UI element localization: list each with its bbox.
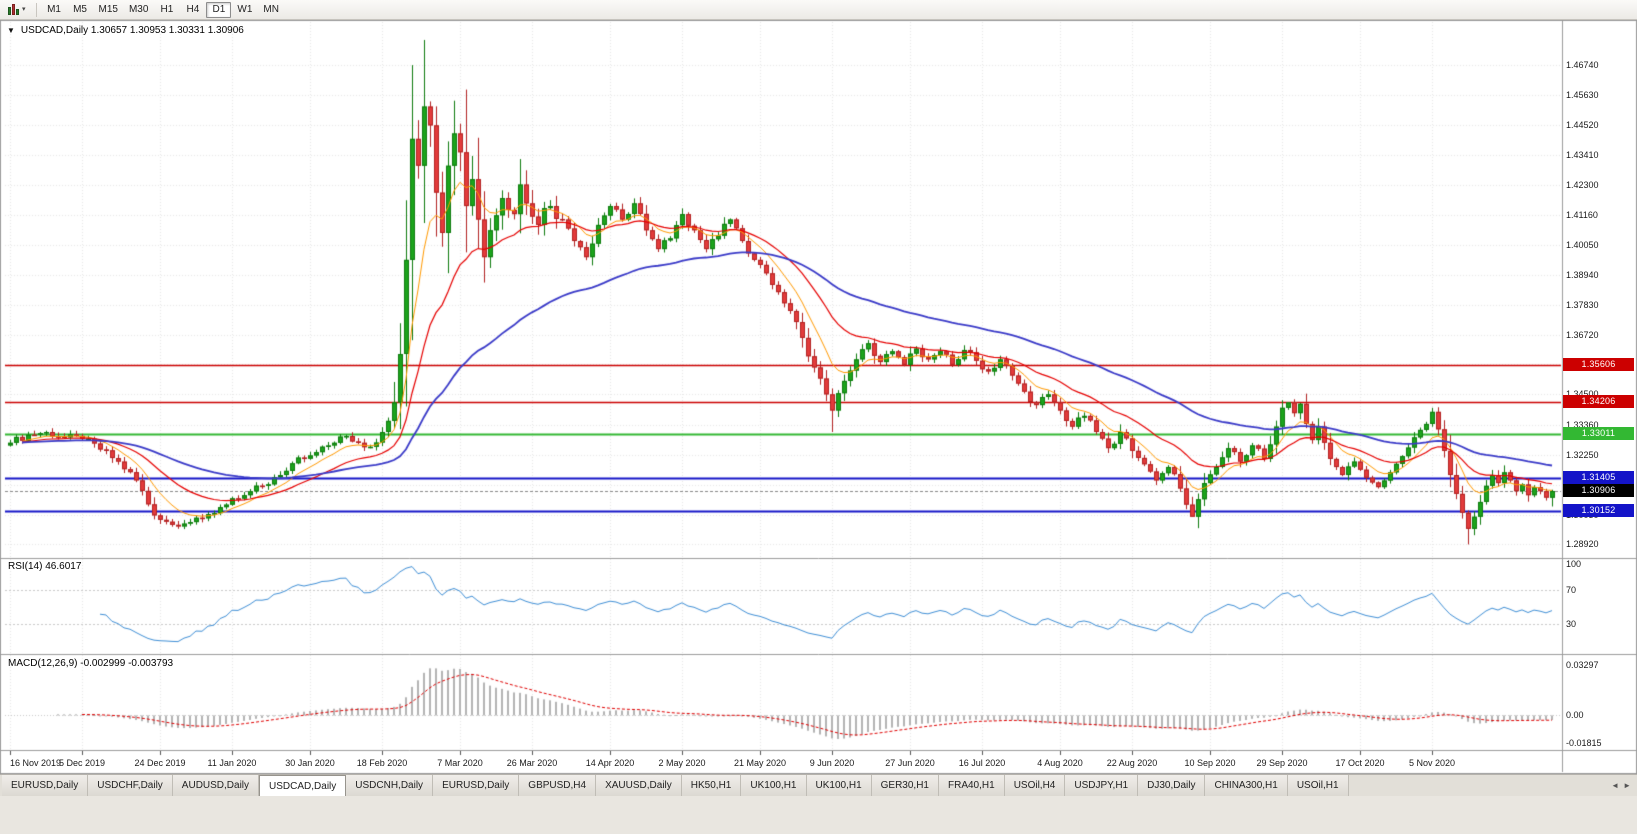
timeframe-button-w1[interactable]: W1 [237, 4, 253, 15]
tab-ger30-h1-11[interactable]: GER30,H1 [871, 775, 939, 796]
tab-usoil-h4-13[interactable]: USOil,H4 [1004, 775, 1066, 796]
chart-canvas[interactable] [0, 20, 1637, 774]
date-axis-label: 2 May 2020 [658, 758, 706, 768]
price-axis-label: 1.28920 [1566, 539, 1599, 549]
date-axis-label: 10 Sep 2020 [1184, 758, 1236, 768]
timeframe-button-d1[interactable]: D1 [206, 1, 232, 18]
level-price-badge: 1.33011 [1563, 427, 1634, 440]
chart-tab-bar: EURUSD,Daily USDCHF,Daily AUDUSD,Daily USDC… [0, 774, 1637, 796]
tab-uk100-h1-9[interactable]: UK100,H1 [741, 775, 807, 796]
price-axis-label: 1.34500 [1566, 389, 1599, 399]
pane-divider-rsi[interactable] [0, 556, 1637, 561]
tab-usdchf-daily-1[interactable]: USDCHF,Daily [88, 775, 173, 796]
macd-axis-label: -0.01815 [1566, 738, 1602, 748]
tab-dj30-daily-15[interactable]: DJ30,Daily [1138, 775, 1206, 796]
timeframe-button-h1[interactable]: H1 [160, 4, 174, 15]
price-axis-label: 1.33360 [1566, 420, 1599, 430]
tab-xauusd-daily-7[interactable]: XAUUSD,Daily [596, 775, 682, 796]
timeframe-button-group: M1 M5 M15 M30 H1 H4 D1 W1 MN [42, 1, 284, 18]
price-axis-label: 1.43410 [1566, 150, 1599, 160]
chart-title-bar: ▼ USDCAD,Daily 1.30657 1.30953 1.30331 1… [7, 25, 244, 36]
chevron-down-icon: ▾ [22, 6, 26, 13]
date-axis-label: 29 Sep 2020 [1256, 758, 1308, 768]
date-axis-label: 4 Aug 2020 [1037, 758, 1083, 768]
rsi-axis-label: 30 [1566, 619, 1577, 629]
rsi-indicator-label: RSI(14) 46.6017 [8, 561, 82, 572]
price-axis-label: 1.46740 [1566, 60, 1599, 70]
macd-indicator-label: MACD(12,26,9) -0.002999 -0.003793 [8, 658, 174, 669]
rsi-axis-label: 70 [1566, 585, 1577, 595]
tab-usoil-h1-17[interactable]: USOil,H1 [1287, 775, 1349, 796]
timeframe-button-m30[interactable]: M30 [128, 4, 149, 15]
price-axis-label: 1.37830 [1566, 300, 1599, 310]
candlestick-chart-icon [8, 4, 19, 15]
date-axis-label: 16 Jul 2020 [958, 758, 1006, 768]
tab-audusd-daily-2[interactable]: AUDUSD,Daily [172, 775, 260, 796]
macd-axis-label: 0.00 [1566, 710, 1584, 720]
chart-window: ▼ USDCAD,Daily 1.30657 1.30953 1.30331 1… [0, 20, 1637, 774]
toolbar-separator [35, 2, 37, 17]
current-price-badge: 1.30906 [1563, 484, 1634, 497]
timeframe-button-m5[interactable]: M5 [73, 4, 87, 15]
chart-title: USDCAD,Daily 1.30657 1.30953 1.30331 1.3… [20, 25, 244, 36]
price-axis-label: 1.36720 [1566, 330, 1599, 340]
tab-fra40-h1-12[interactable]: FRA40,H1 [939, 775, 1005, 796]
tab-hk50-h1-8[interactable]: HK50,H1 [681, 775, 742, 796]
timeframe-button-mn[interactable]: MN [263, 4, 279, 15]
tab-scroll-left-icon[interactable]: ◄ [1611, 781, 1620, 790]
date-axis-label: 18 Feb 2020 [356, 758, 408, 768]
tab-usdcad-daily-3[interactable]: USDCAD,Daily [259, 775, 347, 796]
price-axis-label: 1.38940 [1566, 270, 1599, 280]
timeframe-button-h4[interactable]: H4 [186, 4, 200, 15]
date-axis-label: 26 Mar 2020 [506, 758, 558, 768]
date-axis-label: 5 Dec 2019 [58, 758, 106, 768]
tab-usdjpy-h1-14[interactable]: USDJPY,H1 [1065, 775, 1139, 796]
tab-uk100-h1-10[interactable]: UK100,H1 [806, 775, 872, 796]
window-background [0, 796, 1637, 834]
level-price-badge: 1.31405 [1563, 471, 1634, 484]
macd-axis-label: 0.03297 [1566, 660, 1599, 670]
price-axis-label: 1.44520 [1566, 120, 1599, 130]
tab-eurusd-daily-0[interactable]: EURUSD,Daily [2, 775, 89, 796]
rsi-axis-label: 100 [1566, 559, 1582, 569]
date-axis-label: 14 Apr 2020 [585, 758, 635, 768]
date-axis-label: 21 May 2020 [733, 758, 787, 768]
date-axis-label: 27 Jun 2020 [885, 758, 935, 768]
tab-usdcnh-daily-4[interactable]: USDCNH,Daily [346, 775, 434, 796]
tab-china300-h1-16[interactable]: CHINA300,H1 [1205, 775, 1288, 796]
date-axis-label: 16 Nov 2019 [10, 758, 62, 768]
date-axis-label: 9 Jun 2020 [809, 758, 855, 768]
price-axis-label: 1.42300 [1566, 180, 1599, 190]
price-axis-label: 1.40050 [1566, 240, 1599, 250]
date-axis-label: 17 Oct 2020 [1335, 758, 1385, 768]
date-axis-label: 30 Jan 2020 [285, 758, 335, 768]
date-axis-label: 24 Dec 2019 [134, 758, 186, 768]
level-price-badge: 1.35606 [1563, 358, 1634, 371]
tab-scroll-buttons: ◄ ► [1605, 775, 1637, 796]
pane-divider-macd[interactable] [0, 652, 1637, 657]
price-axis-label: 1.41160 [1566, 210, 1598, 220]
price-axis-label: 1.45630 [1566, 90, 1599, 100]
chart-type-button[interactable]: ▾ [3, 1, 31, 18]
price-axis-label: 1.32250 [1566, 450, 1599, 460]
date-axis-label: 11 Jan 2020 [207, 758, 257, 768]
chart-tabs: EURUSD,Daily USDCHF,Daily AUDUSD,Daily USDC… [2, 775, 1349, 796]
date-axis-label: 7 Mar 2020 [437, 758, 483, 768]
timeframe-button-m1[interactable]: M1 [47, 4, 61, 15]
toolbar: ▾ M1 M5 M15 M30 H1 H4 D1 W1 MN [0, 0, 1637, 20]
chart-collapse-arrow[interactable]: ▼ [7, 26, 15, 35]
level-price-badge: 1.34206 [1563, 395, 1634, 408]
date-axis-label: 22 Aug 2020 [1106, 758, 1158, 768]
tab-gbpusd-h4-6[interactable]: GBPUSD,H4 [519, 775, 597, 796]
level-price-badge: 1.30152 [1563, 504, 1634, 517]
tab-scroll-right-icon[interactable]: ► [1623, 781, 1631, 790]
timeframe-button-m15[interactable]: M15 [98, 4, 118, 15]
date-axis-label: 5 Nov 2020 [1408, 758, 1456, 768]
tab-eurusd-daily-5[interactable]: EURUSD,Daily [433, 775, 520, 796]
